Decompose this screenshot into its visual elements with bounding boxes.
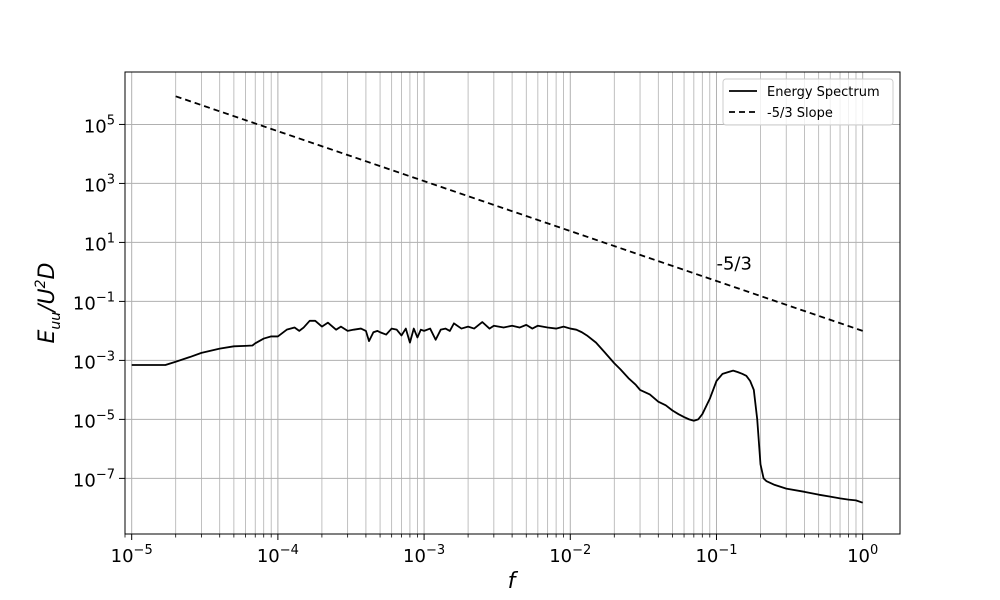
y-tick-label: 10−5 — [73, 408, 115, 432]
axis-labels: f Euu/U2D — [33, 262, 519, 594]
legend-label: Energy Spectrum — [767, 85, 880, 100]
x-tick-label: 10−2 — [549, 543, 591, 567]
energy-spectrum-line — [131, 319, 863, 504]
slope-annotation: -5/3 — [716, 254, 751, 275]
y-tick-label: 10−1 — [73, 290, 115, 314]
x-tick-label: 10−1 — [695, 543, 737, 567]
plot-series — [131, 95, 863, 504]
y-tick-label: 10−3 — [73, 349, 115, 373]
minor-gridlines — [124, 72, 857, 534]
legend-label: -5/3 Slope — [767, 106, 833, 121]
x-tick-label: 100 — [847, 543, 878, 567]
slope-reference-line — [175, 95, 863, 332]
y-axis-label: Euu/U2D — [33, 262, 64, 343]
legend: Energy Spectrum -5/3 Slope — [722, 78, 894, 126]
y-tick-label: 101 — [84, 231, 115, 255]
y-tick-label: 10−7 — [73, 467, 115, 491]
legend-box — [722, 78, 894, 126]
annotations: -5/3 — [716, 254, 751, 275]
x-tick-label: 10−4 — [257, 543, 299, 567]
major-gridlines — [125, 72, 900, 534]
x-tick-label: 10−3 — [403, 543, 445, 567]
y-tick-label: 103 — [84, 172, 115, 196]
x-axis-label: f — [508, 569, 519, 594]
axis-ticks: 10−5 10−4 10−3 10−2 10−1 100 10−7 10−5 10−3 10−1 1… — [73, 113, 878, 567]
x-tick-label: 10−5 — [111, 543, 153, 567]
y-tick-label: 105 — [84, 113, 115, 137]
